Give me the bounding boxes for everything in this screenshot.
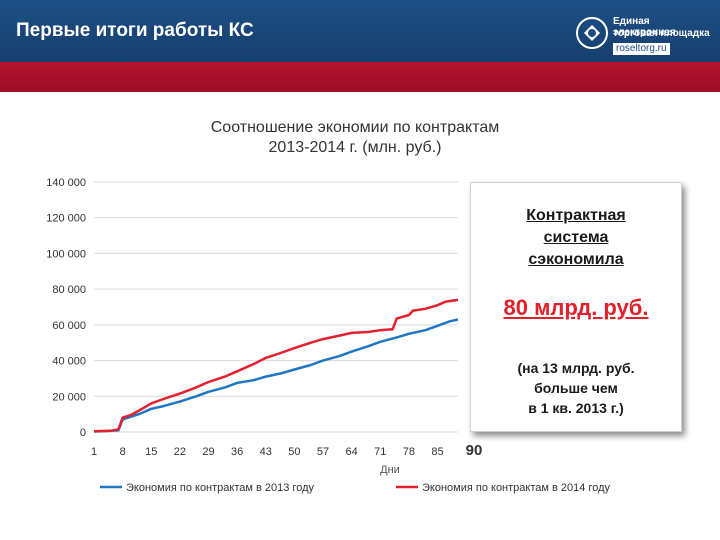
y-tick-label: 60 000 — [52, 320, 86, 332]
page-title: Первые итоги работы КС — [16, 20, 254, 41]
series-line-2013 — [93, 318, 459, 433]
y-tick-label: 80 000 — [52, 284, 86, 296]
legend-label: Экономия по контрактам в 2014 году — [422, 482, 610, 494]
logo-emblem-icon — [576, 17, 608, 49]
logo-url: roseltorg.ru — [613, 43, 670, 55]
series-line-2014 — [93, 298, 459, 433]
y-tick-label: 40 000 — [52, 356, 86, 368]
x-tick-label: 43 — [260, 446, 272, 458]
chart-title-line-1: Соотношение экономии по контрактам — [210, 119, 500, 136]
y-tick-labels: 0 20 000 40 000 60 000 80 000 100 000 120 000 1… — [46, 177, 86, 439]
callout-note: (на 13 млрд. руб. больше чем в 1 кв. 201… — [471, 358, 681, 418]
logo-text-line-2: торговая площадка — [613, 28, 710, 39]
y-tick-label: 120 000 — [46, 213, 86, 225]
x-tick-label: 8 — [120, 446, 126, 458]
callout-heading: Контрактная система сэкономила — [471, 205, 681, 271]
x-axis-label: Дни — [380, 464, 400, 476]
x-tick-label: 85 — [431, 446, 443, 458]
x-tick-labels: 1 8 15 22 29 36 43 50 57 64 71 78 85 — [91, 446, 444, 458]
callout-heading-line-1: Контрактная — [526, 207, 626, 224]
x-tick-label: 1 — [91, 446, 97, 458]
chart-title: Соотношение экономии по контрактам 2013-… — [90, 118, 620, 158]
chart-grid — [94, 181, 458, 433]
header-bar: Первые итоги работы КС Единая электронна… — [0, 0, 720, 62]
chart-legend: Экономия по контрактам в 2013 году Эконом… — [100, 482, 610, 494]
callout-heading-line-3: сэкономила — [528, 251, 624, 268]
x-tick-label: 29 — [202, 446, 214, 458]
x-tick-label: 50 — [288, 446, 300, 458]
legend-label: Экономия по контрактам в 2013 году — [126, 482, 314, 494]
logo-text-line-1: Единая электронная — [613, 16, 676, 38]
callout-heading-line-2: система — [543, 229, 609, 246]
callout-amount: 80 млрд. руб. — [503, 295, 649, 320]
x-tick-label-90: 90 — [466, 442, 483, 459]
x-tick-label: 64 — [346, 446, 358, 458]
callout-note-line-3: в 1 кв. 2013 г.) — [528, 400, 624, 416]
x-tick-label: 78 — [403, 446, 415, 458]
chart-series — [93, 298, 459, 433]
x-tick-label: 57 — [317, 446, 329, 458]
x-tick-label: 15 — [145, 446, 157, 458]
y-tick-label: 20 000 — [52, 391, 86, 403]
y-tick-label: 100 000 — [46, 248, 86, 260]
callout-note-line-2: больше чем — [534, 380, 618, 396]
y-tick-label: 140 000 — [46, 177, 86, 189]
x-tick-label: 22 — [174, 446, 186, 458]
x-tick-label: 36 — [231, 446, 243, 458]
y-tick-label: 0 — [80, 427, 86, 439]
savings-callout: Контрактная система сэкономила 80 млрд. … — [470, 182, 682, 432]
callout-note-line-1: (на 13 млрд. руб. — [517, 360, 635, 376]
x-tick-label: 71 — [374, 446, 386, 458]
header-accent-band — [0, 62, 720, 92]
chart-title-line-2: 2013-2014 г. (млн. руб.) — [268, 139, 442, 156]
roseltorg-logo: Единая электронная торговая площадка ros… — [575, 10, 715, 56]
